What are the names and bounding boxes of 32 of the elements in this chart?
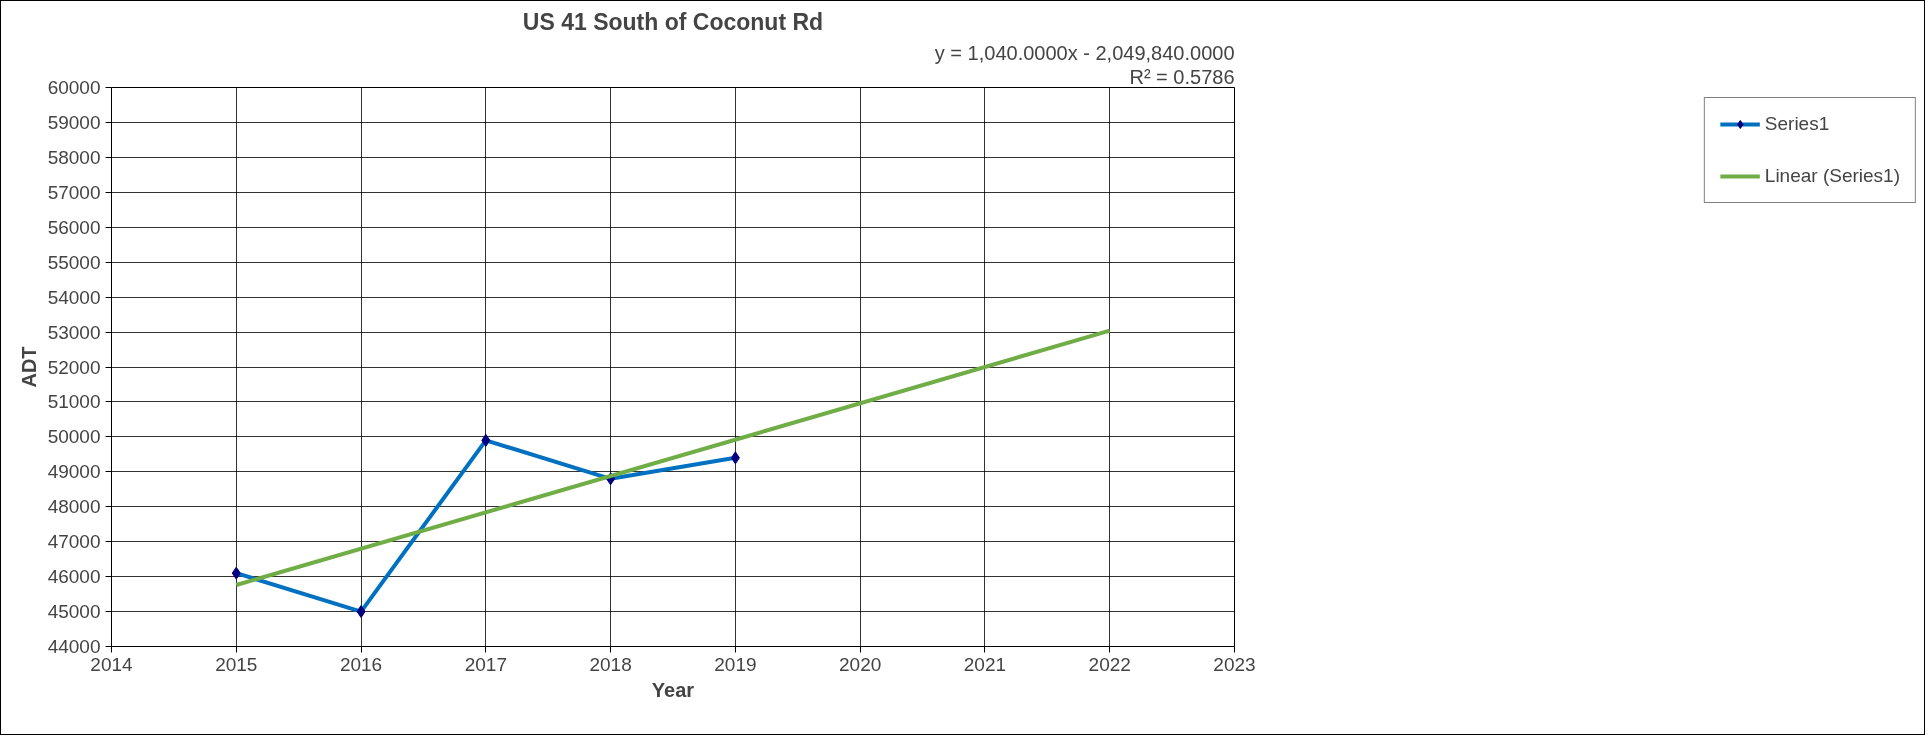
x-tick-label: 2018	[589, 653, 632, 675]
y-tick-label: 53000	[47, 321, 101, 343]
legend-label: Linear (Series1)	[1764, 165, 1900, 187]
y-tick-label: 50000	[47, 426, 101, 448]
y-tick-label: 58000	[47, 146, 101, 168]
y-tick-label: 60000	[47, 77, 101, 98]
y-tick-label: 45000	[47, 601, 101, 623]
x-axis-title: Year	[651, 678, 695, 701]
y-tick-label: 46000	[47, 566, 101, 588]
y-tick-label: 52000	[47, 356, 101, 378]
text: R² = 0.5786	[1129, 65, 1235, 88]
x-tick-label: 2020	[839, 653, 882, 675]
y-tick-label: 57000	[47, 181, 101, 203]
chart-title: US 41 South of Coconut Rd	[522, 8, 824, 35]
y-axis-title: ADT	[17, 346, 40, 388]
x-tick-label: 2015	[215, 653, 258, 675]
y-tick-label: 54000	[47, 286, 101, 308]
text: y = 1,040.0000x - 2,049,840.0000	[934, 41, 1235, 64]
x-tick-label: 2019	[714, 653, 757, 675]
x-tick-label: 2022	[1088, 653, 1131, 675]
y-tick-label: 51000	[47, 391, 101, 413]
y-tick-label: 55000	[47, 251, 101, 273]
y-tick-label: 47000	[47, 531, 101, 553]
y-tick-label: 48000	[47, 496, 101, 518]
y-tick-label: 59000	[47, 111, 101, 133]
x-tick-label: 2016	[339, 653, 383, 675]
legend-label: Series1	[1764, 113, 1830, 135]
x-tick-label: 2021	[963, 653, 1007, 675]
y-tick-label: 56000	[47, 216, 101, 238]
y-tick-label: 49000	[47, 461, 101, 483]
x-tick-label: 2023	[1213, 653, 1256, 675]
x-tick-label: 2017	[464, 653, 507, 675]
